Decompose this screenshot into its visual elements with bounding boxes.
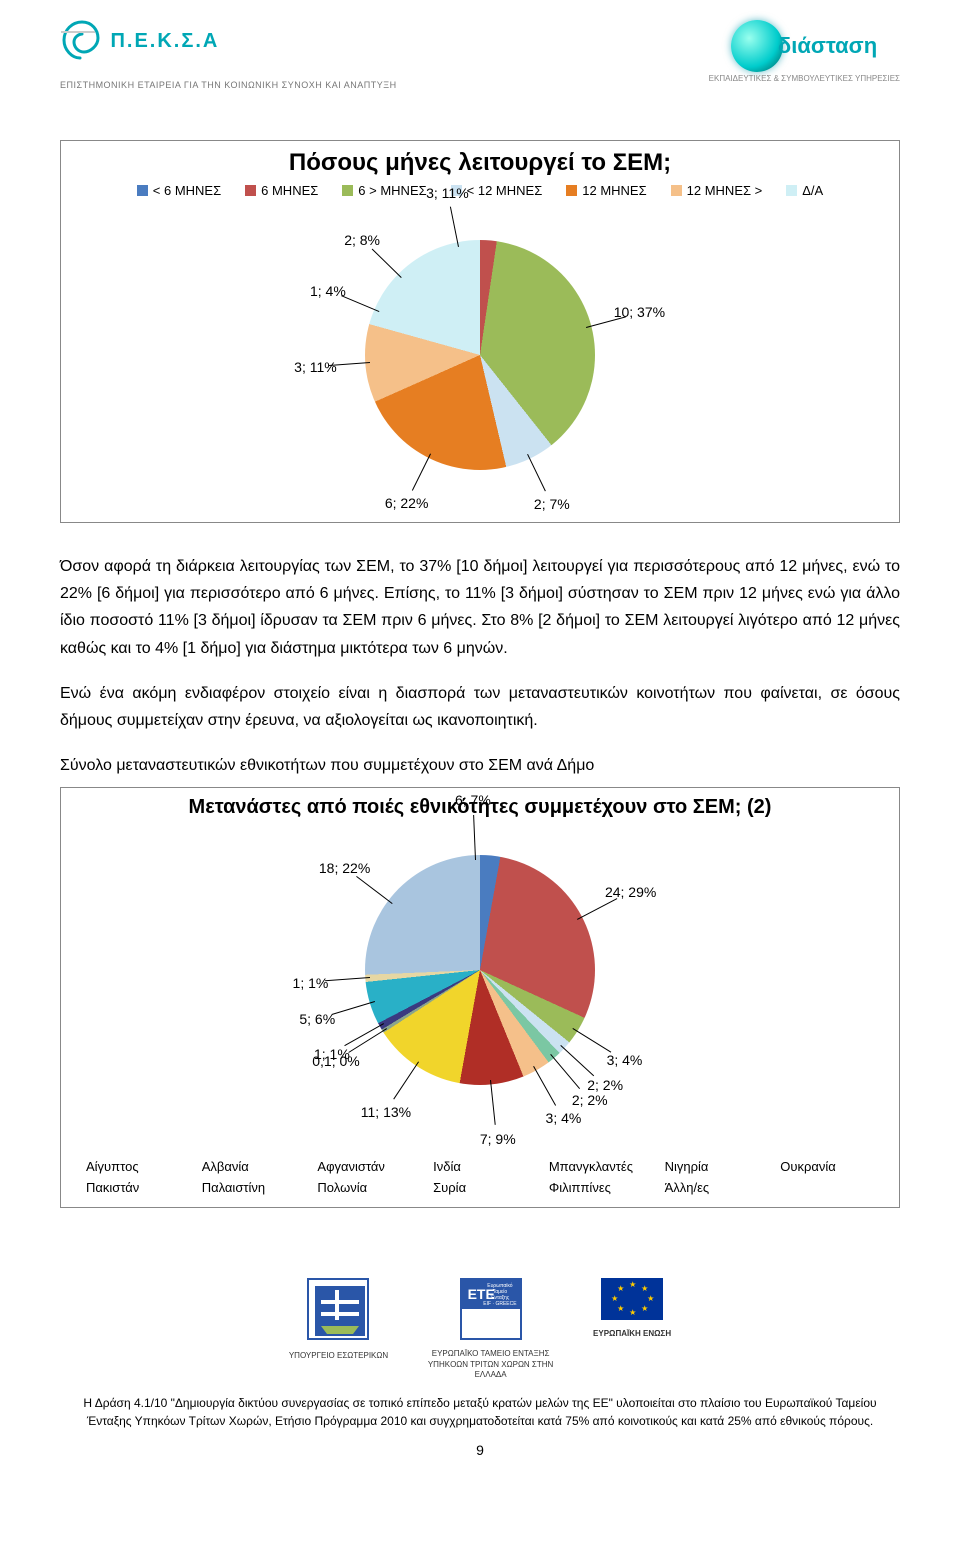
legend-item: Συρία xyxy=(428,1180,532,1195)
chart1-box: Πόσους μήνες λειτουργεί το ΣΕΜ; < 6 ΜΗΝΕ… xyxy=(60,140,900,523)
right-logo: διάσταση ΕΚΠΑΙΔΕΥΤΙΚΕΣ & ΣΥΜΒΟΥΛΕΥΤΙΚΕΣ … xyxy=(709,20,900,83)
footer-cap-2: ΕΥΡΩΠΑΪΚΟ ΤΑΜΕΙΟ ΕΝΤΑΞΗΣ ΥΠΗKΟΩΝ ΤΡΙΤΩΝ … xyxy=(421,1349,561,1380)
legend-item: Φιλιππίνες xyxy=(544,1180,648,1195)
pie-slice-label: 1; 1% xyxy=(293,975,329,991)
pie-slice-label: 7; 9% xyxy=(480,1131,516,1147)
legend-item: Μπανγκλαντές xyxy=(544,1159,648,1174)
chart2-legend: Αίγυπτος Αλβανία Αφγανιστάν Ινδία Μπανγκλαντ… xyxy=(73,1159,887,1195)
footer-text: Η Δράση 4.1/10 "Δημιουργία δικτύου συνερ… xyxy=(60,1394,900,1430)
legend-item: 6 > ΜΗΝΕΣ xyxy=(342,183,426,198)
legend-item: Αίγυπτος xyxy=(81,1159,185,1174)
chart2-pie xyxy=(365,855,595,1085)
paragraph-1: Όσον αφορά τη διάρκεια λειτουργίας των Σ… xyxy=(60,553,900,662)
pie-slice-label: 2; 2% xyxy=(572,1092,608,1108)
page-header: Π.Ε.Κ.Σ.Α ΕΠΙΣΤΗΜΟΝΙΚΗ ΕΤΑΙΡΕΙΑ ΓΙΑ ΤΗΝ … xyxy=(60,20,900,100)
pie-slice-label: 5; 6% xyxy=(299,1011,335,1027)
legend-item: Αφγανιστάν xyxy=(312,1159,416,1174)
legend-item: 12 ΜΗΝΕΣ > xyxy=(671,183,763,198)
legend-item: < 6 ΜΗΝΕΣ xyxy=(137,183,221,198)
chart2-piewrap: 6; 7%24; 29%3; 4%2; 2%2; 2%3; 4%7; 9%11;… xyxy=(73,825,887,1145)
pie-slice-label: 3; 4% xyxy=(607,1052,643,1068)
footer-logos: ΥΠΟΥΡΓΕΙΟ ΕΣΩΤΕΡΙΚΩΝ ETE ΕυρωπαϊκόΤαμείο… xyxy=(60,1278,900,1380)
legend-item: Πακιστάν xyxy=(81,1180,185,1195)
legend-item: Δ/Α xyxy=(786,183,823,198)
pie-slice-label: 6; 7% xyxy=(455,792,491,808)
eu-flag-icon: ★ ★ ★ ★ ★ ★ ★ ★ xyxy=(601,1278,663,1320)
paragraph-3-title: Σύνολο μεταναστευτικών εθνικοτήτων που σ… xyxy=(60,752,900,779)
legend-item: 12 ΜΗΝΕΣ xyxy=(566,183,646,198)
chart2-box: Μετανάστες από ποιές εθνικότητες συμμετέ… xyxy=(60,787,900,1208)
pie-slice-label: 3; 4% xyxy=(546,1110,582,1126)
footer-cap-1: ΥΠΟΥΡΓΕΙΟ ΕΣΩΤΕΡΙΚΩΝ xyxy=(289,1351,388,1361)
footer-logo-eu: ★ ★ ★ ★ ★ ★ ★ ★ ΕΥΡΩΠΑΪΚΗ ΕΝΩΣΗ xyxy=(593,1278,671,1339)
chart1-title: Πόσους μήνες λειτουργεί το ΣΕΜ; xyxy=(73,149,887,177)
greek-emblem-icon xyxy=(307,1278,369,1340)
pie-slice-label: 6; 22% xyxy=(385,495,429,511)
footer-cap-3: ΕΥΡΩΠΑΪΚΗ ΕΝΩΣΗ xyxy=(593,1329,671,1339)
paragraph-2: Ενώ ένα ακόμη ενδιαφέρον στοιχείο είναι … xyxy=(60,680,900,734)
chart1-piewrap: 2; 8%3; 11%10; 37%2; 7%6; 22%3; 11%1; 4% xyxy=(73,210,887,510)
pie-slice-label: 11; 13% xyxy=(361,1104,411,1120)
ete-icon: ETE ΕυρωπαϊκόΤαμείοΈνταξηςEIF · GREECE xyxy=(460,1278,522,1340)
pie-slice-label: 18; 22% xyxy=(319,860,370,876)
pie-slice-label: 2; 8% xyxy=(344,232,380,248)
legend-item: Παλαιστίνη xyxy=(197,1180,301,1195)
brand-name: Π.Ε.Κ.Σ.Α xyxy=(110,30,219,53)
legend-item: Πολωνία xyxy=(312,1180,416,1195)
legend-item: Ινδία xyxy=(428,1159,532,1174)
page-number: 9 xyxy=(60,1442,900,1458)
pie-slice-label: 3; 11% xyxy=(294,359,337,375)
footer-logo-ministry: ΥΠΟΥΡΓΕΙΟ ΕΣΩΤΕΡΙΚΩΝ xyxy=(289,1278,388,1361)
pie-slice-label: 24; 29% xyxy=(605,884,656,900)
pie-slice-label: 1; 1% xyxy=(314,1046,350,1062)
chart1-legend: < 6 ΜΗΝΕΣ6 ΜΗΝΕΣ6 > ΜΗΝΕΣ< 12 ΜΗΝΕΣ12 ΜΗ… xyxy=(73,183,887,198)
legend-item: 6 ΜΗΝΕΣ xyxy=(245,183,318,198)
brand-subtitle: ΕΠΙΣΤΗΜΟΝΙΚΗ ΕΤΑΙΡΕΙΑ ΓΙΑ ΤΗΝ ΚΟΙΝΩΝΙΚΗ … xyxy=(60,80,397,90)
orb-icon xyxy=(731,20,783,72)
footer-logo-fund: ETE ΕυρωπαϊκόΤαμείοΈνταξηςEIF · GREECE Ε… xyxy=(421,1278,561,1380)
legend-item: Νιγηρία xyxy=(660,1159,764,1174)
legend-item: Ουκρανία xyxy=(775,1159,879,1174)
legend-item: Άλλη/ες xyxy=(660,1180,764,1195)
left-logo: Π.Ε.Κ.Σ.Α ΕΠΙΣΤΗΜΟΝΙΚΗ ΕΤΑΙΡΕΙΑ ΓΙΑ ΤΗΝ … xyxy=(60,20,397,90)
pie-slice-label: 2; 7% xyxy=(534,496,570,512)
right-brand: διάσταση xyxy=(778,33,877,59)
legend-item: Αλβανία xyxy=(197,1159,301,1174)
pie-slice-label: 3; 11% xyxy=(426,185,469,201)
right-brand-sub: ΕΚΠΑΙΔΕΥΤΙΚΕΣ & ΣΥΜΒΟΥΛΕΥΤΙΚΕΣ ΥΠΗΡΕΣΙΕΣ xyxy=(709,74,900,83)
pie-slice-label: 2; 2% xyxy=(587,1077,623,1093)
swirl-icon xyxy=(60,20,100,60)
pie-slice-label: 1; 4% xyxy=(310,283,346,299)
